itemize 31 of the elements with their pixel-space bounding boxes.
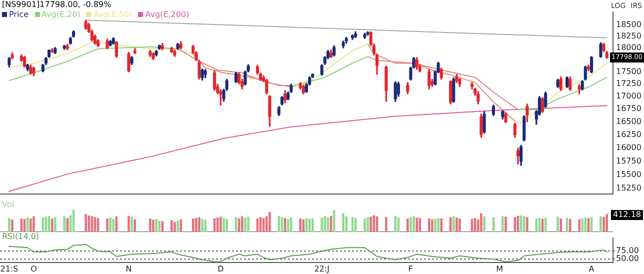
y-tick-label: 16750 <box>616 104 642 114</box>
x-tick-label: D <box>218 264 224 274</box>
legend-label: Avg(E,50) <box>93 10 132 19</box>
y-tick-label: 15500 <box>616 170 642 179</box>
legend-label: Avg(E,20) <box>42 10 80 19</box>
y-tick-label: 18000 <box>616 43 642 52</box>
y-tick-label: 15750 <box>616 156 642 166</box>
x-tick-label: 22:J <box>314 264 330 274</box>
y-tick-label: 75.00 <box>616 246 639 255</box>
y-tick-label: 15250 <box>616 184 642 193</box>
y-tick-label: 16250 <box>616 130 642 139</box>
x-tick-label: 21:S <box>0 264 18 274</box>
chart-title: Vol <box>2 200 14 209</box>
annotation: 412.18 <box>611 210 643 220</box>
y-tick-label: 50.00 <box>616 254 639 264</box>
y-tick-label: 18250 <box>616 31 642 40</box>
y-tick-label: 18500 <box>616 20 642 29</box>
chart-title: [NS9901]17798.00, -0.89% <box>2 0 112 9</box>
y-tick-label: 17000 <box>616 92 642 101</box>
legend-label: Avg(E,200) <box>145 10 190 19</box>
x-tick-label: F <box>408 264 414 274</box>
x-tick-label: O <box>30 264 37 274</box>
x-tick-label: N <box>126 264 132 274</box>
y-tick-label: 17500 <box>616 66 642 76</box>
y-tick-label: 17250 <box>616 79 642 88</box>
x-tick-label: M <box>496 264 504 274</box>
legend-label: Price <box>9 10 29 19</box>
y-tick-label: 16500 <box>616 116 642 126</box>
chart-title: RSI(14,0) <box>2 232 40 241</box>
x-tick-label: A <box>588 264 595 274</box>
y-tick-label: 16000 <box>616 142 642 152</box>
